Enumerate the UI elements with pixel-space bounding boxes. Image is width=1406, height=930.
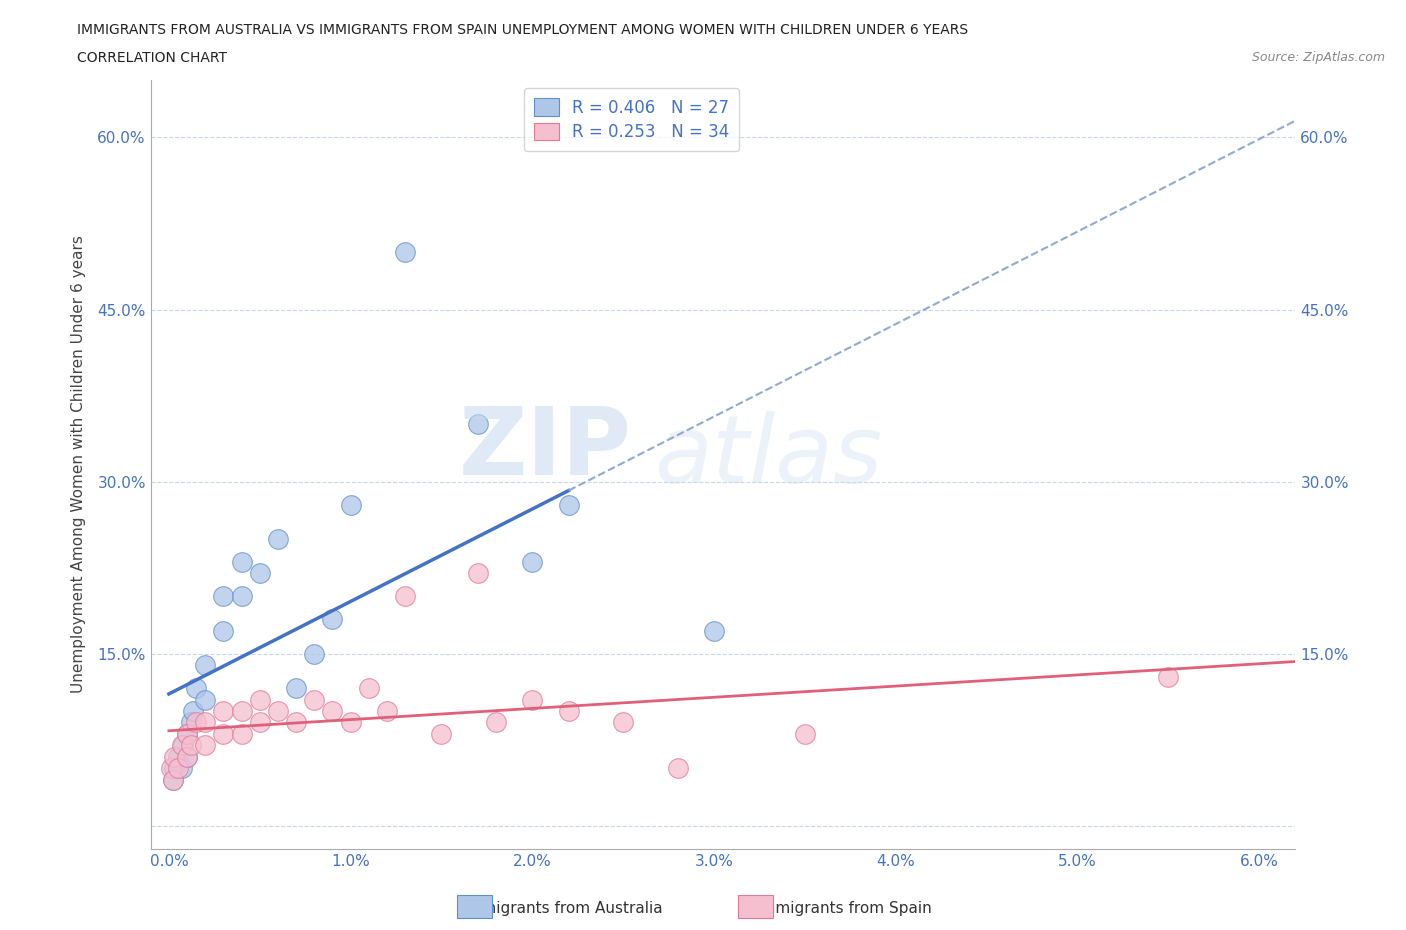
Point (467, 417, 489, 432)
Point (186, 681, 208, 696)
Point (162, 773, 184, 788)
Point (163, 750, 186, 764)
Point (212, 704, 235, 719)
Point (249, 565, 271, 580)
Text: CORRELATION CHART: CORRELATION CHART (77, 51, 228, 65)
Point (194, 658, 217, 672)
Point (176, 726, 198, 741)
Point (176, 726, 198, 741)
Point (557, 497, 579, 512)
Point (231, 589, 253, 604)
Point (304, 646, 326, 661)
Point (180, 715, 202, 730)
Point (180, 738, 202, 753)
Point (793, 726, 815, 741)
Point (231, 554, 253, 569)
Point (176, 750, 198, 764)
Point (285, 715, 308, 730)
Point (212, 726, 235, 741)
Point (249, 715, 271, 730)
Point (394, 245, 416, 259)
Point (666, 761, 689, 776)
Point (212, 623, 235, 638)
Point (339, 715, 361, 730)
Point (612, 715, 634, 730)
Point (172, 738, 194, 753)
Point (159, 761, 181, 776)
Text: ZIP: ZIP (458, 403, 631, 495)
Point (321, 612, 343, 627)
Text: Immigrants from Australia: Immigrants from Australia (463, 901, 662, 916)
Point (285, 681, 308, 696)
Point (194, 692, 217, 707)
Point (231, 704, 253, 719)
Y-axis label: Unemployment Among Women with Children Under 6 years: Unemployment Among Women with Children U… (72, 235, 86, 693)
Point (194, 738, 217, 753)
Point (186, 715, 208, 730)
Point (304, 692, 326, 707)
Point (212, 589, 235, 604)
Point (357, 681, 380, 696)
Point (485, 715, 508, 730)
Point (162, 773, 184, 788)
Point (176, 750, 198, 764)
Point (394, 589, 416, 604)
Point (231, 726, 253, 741)
Point (181, 704, 204, 719)
Point (375, 704, 398, 719)
Point (522, 692, 544, 707)
Point (430, 726, 453, 741)
Text: Immigrants from Spain: Immigrants from Spain (756, 901, 932, 916)
Point (267, 704, 290, 719)
Point (249, 692, 271, 707)
Point (194, 715, 217, 730)
Point (339, 497, 361, 512)
Point (167, 761, 190, 776)
Point (267, 531, 290, 546)
Point (703, 623, 725, 638)
Legend: R = 0.406   N = 27, R = 0.253   N = 34: R = 0.406 N = 27, R = 0.253 N = 34 (523, 88, 740, 152)
Point (170, 738, 193, 753)
Text: IMMIGRANTS FROM AUSTRALIA VS IMMIGRANTS FROM SPAIN UNEMPLOYMENT AMONG WOMEN WITH: IMMIGRANTS FROM AUSTRALIA VS IMMIGRANTS … (77, 23, 969, 37)
Point (321, 704, 343, 719)
Text: atlas: atlas (654, 411, 883, 502)
Point (1157, 670, 1180, 684)
Point (557, 704, 579, 719)
Point (522, 554, 544, 569)
Point (467, 565, 489, 580)
Point (167, 750, 190, 764)
Point (163, 761, 186, 776)
Text: Source: ZipAtlas.com: Source: ZipAtlas.com (1251, 51, 1385, 64)
Point (170, 761, 193, 776)
